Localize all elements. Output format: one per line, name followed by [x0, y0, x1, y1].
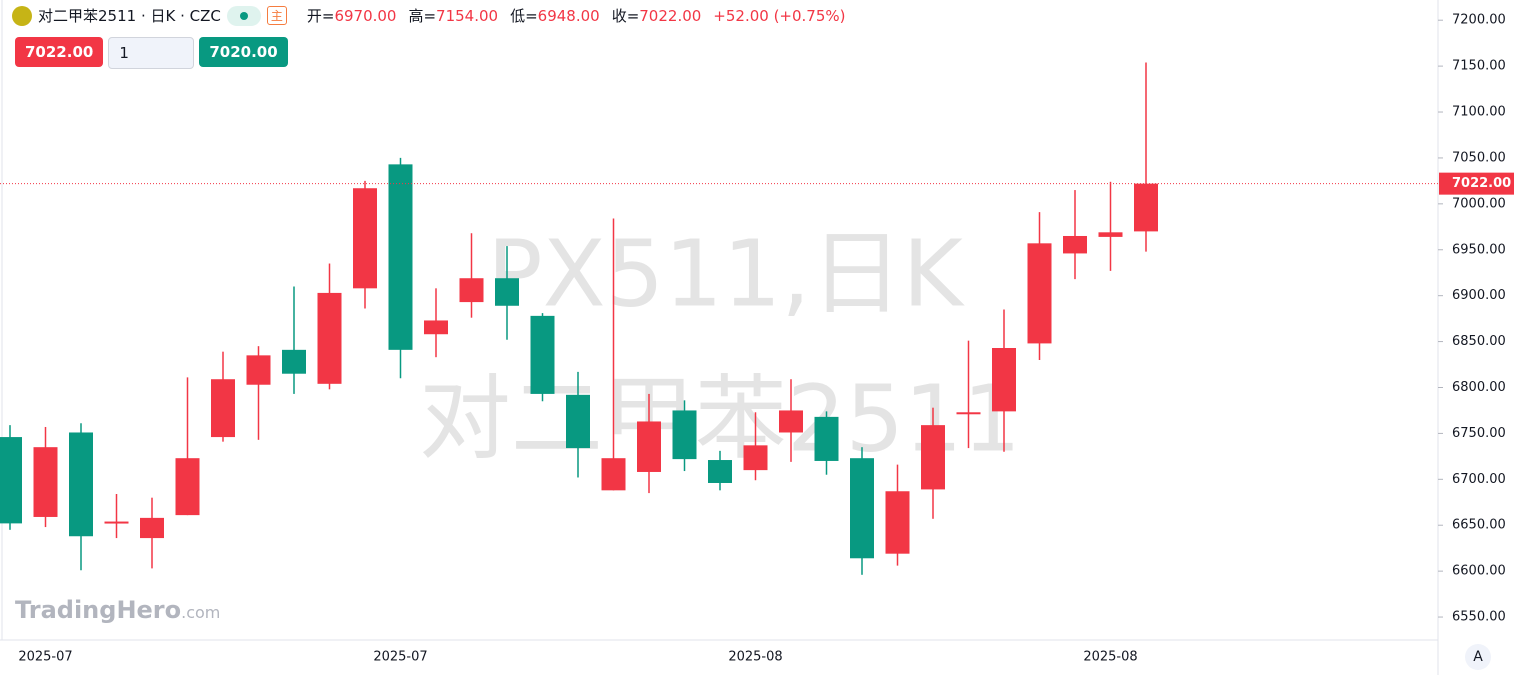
- candle-body: [0, 437, 22, 524]
- candle-body: [956, 412, 981, 415]
- candle-body: [33, 447, 58, 517]
- candle-body: [779, 410, 803, 433]
- candle-body: [921, 425, 945, 490]
- y-tick-label: 6600.00: [1452, 564, 1506, 579]
- x-tick-label: 2025-07: [18, 650, 72, 665]
- quantity-input[interactable]: 1: [108, 37, 195, 69]
- ohlc-label: 开=: [306, 7, 335, 25]
- auto-scale-button[interactable]: A: [1465, 644, 1491, 670]
- logo-brand: TradingHero: [15, 596, 182, 624]
- logo: TradingHero.com: [15, 596, 220, 624]
- candle-body: [1063, 235, 1087, 254]
- watermark: PX511,日K: [487, 220, 965, 327]
- candle-body: [1027, 243, 1052, 344]
- candle-body: [530, 315, 555, 394]
- candle-body: [495, 278, 519, 306]
- candle-body: [708, 460, 732, 483]
- candle-body: [175, 458, 200, 516]
- y-tick-label: 6750.00: [1452, 426, 1506, 441]
- y-tick-label: 7050.00: [1452, 150, 1506, 165]
- last-price-tag: [1439, 172, 1514, 195]
- candle-body: [211, 379, 235, 438]
- y-tick-label: 7150.00: [1452, 59, 1506, 74]
- candle-body: [850, 458, 874, 559]
- symbol[interactable]: 对二甲苯2511 · 日K · CZC: [38, 7, 221, 25]
- candle-body: [1134, 183, 1158, 232]
- candle-body: [282, 349, 306, 374]
- x-tick-label: 2025-08: [1083, 650, 1137, 665]
- status-toggle[interactable]: [226, 5, 261, 26]
- y-tick-label: 6900.00: [1452, 288, 1506, 303]
- legend: 对二甲苯2511 · 日K · CZC 主 开=6970.00 高=7154.0…: [12, 5, 846, 26]
- candle-body: [885, 491, 910, 554]
- candle-body: [104, 521, 129, 524]
- ohlc-value: 6948.00: [537, 7, 600, 25]
- candle-body: [140, 517, 164, 539]
- candle-body: [992, 348, 1016, 412]
- x-tick-label: 2025-07: [373, 650, 427, 665]
- sell-button[interactable]: 7022.00: [15, 37, 104, 67]
- y-tick-label: 6700.00: [1452, 472, 1506, 487]
- candle-body: [814, 416, 839, 461]
- change: +52.00 (+0.75%): [713, 6, 846, 25]
- y-tick-label: 6550.00: [1452, 610, 1506, 625]
- x-tick-label: 2025-08: [728, 650, 782, 665]
- ohlc-label: 高=: [408, 7, 437, 25]
- candle-body: [317, 292, 342, 384]
- candle-body: [69, 432, 93, 537]
- candle-body: [566, 394, 590, 449]
- ohlc-value: 6970.00: [334, 7, 397, 25]
- y-tick-label: 6800.00: [1452, 380, 1506, 395]
- y-tick-label: 6850.00: [1452, 334, 1506, 349]
- candle-body: [388, 164, 413, 350]
- candle-body: [637, 421, 661, 472]
- y-tick-label: 7200.00: [1452, 13, 1506, 28]
- ohlc-label: 收=: [611, 7, 640, 25]
- y-tick-label: 6950.00: [1452, 242, 1506, 257]
- symbol-icon: [12, 5, 32, 26]
- candle-body: [1098, 232, 1123, 237]
- candle-body: [246, 355, 271, 385]
- ohlc-value: 7154.00: [436, 7, 499, 25]
- candle-body: [424, 320, 448, 335]
- candle-body: [672, 410, 697, 460]
- candle-body: [459, 278, 484, 303]
- y-tick-label: 7100.00: [1452, 105, 1506, 120]
- ohlc-label: 低=: [510, 7, 538, 25]
- logo-suffix: .com: [181, 603, 221, 622]
- y-tick-label: 6650.00: [1452, 518, 1506, 533]
- candle-body: [353, 188, 377, 289]
- candle-body: [743, 445, 768, 471]
- y-tick-label: 7000.00: [1452, 196, 1506, 211]
- candle-body: [601, 458, 626, 491]
- last-price-label: 7022.00: [1452, 176, 1511, 191]
- buy-button[interactable]: 7020.00: [199, 37, 288, 67]
- order-panel: 7022.00 1 7020.00: [15, 37, 288, 69]
- main-badge: 主: [266, 6, 287, 25]
- ohlc-value: 7022.00: [639, 7, 702, 25]
